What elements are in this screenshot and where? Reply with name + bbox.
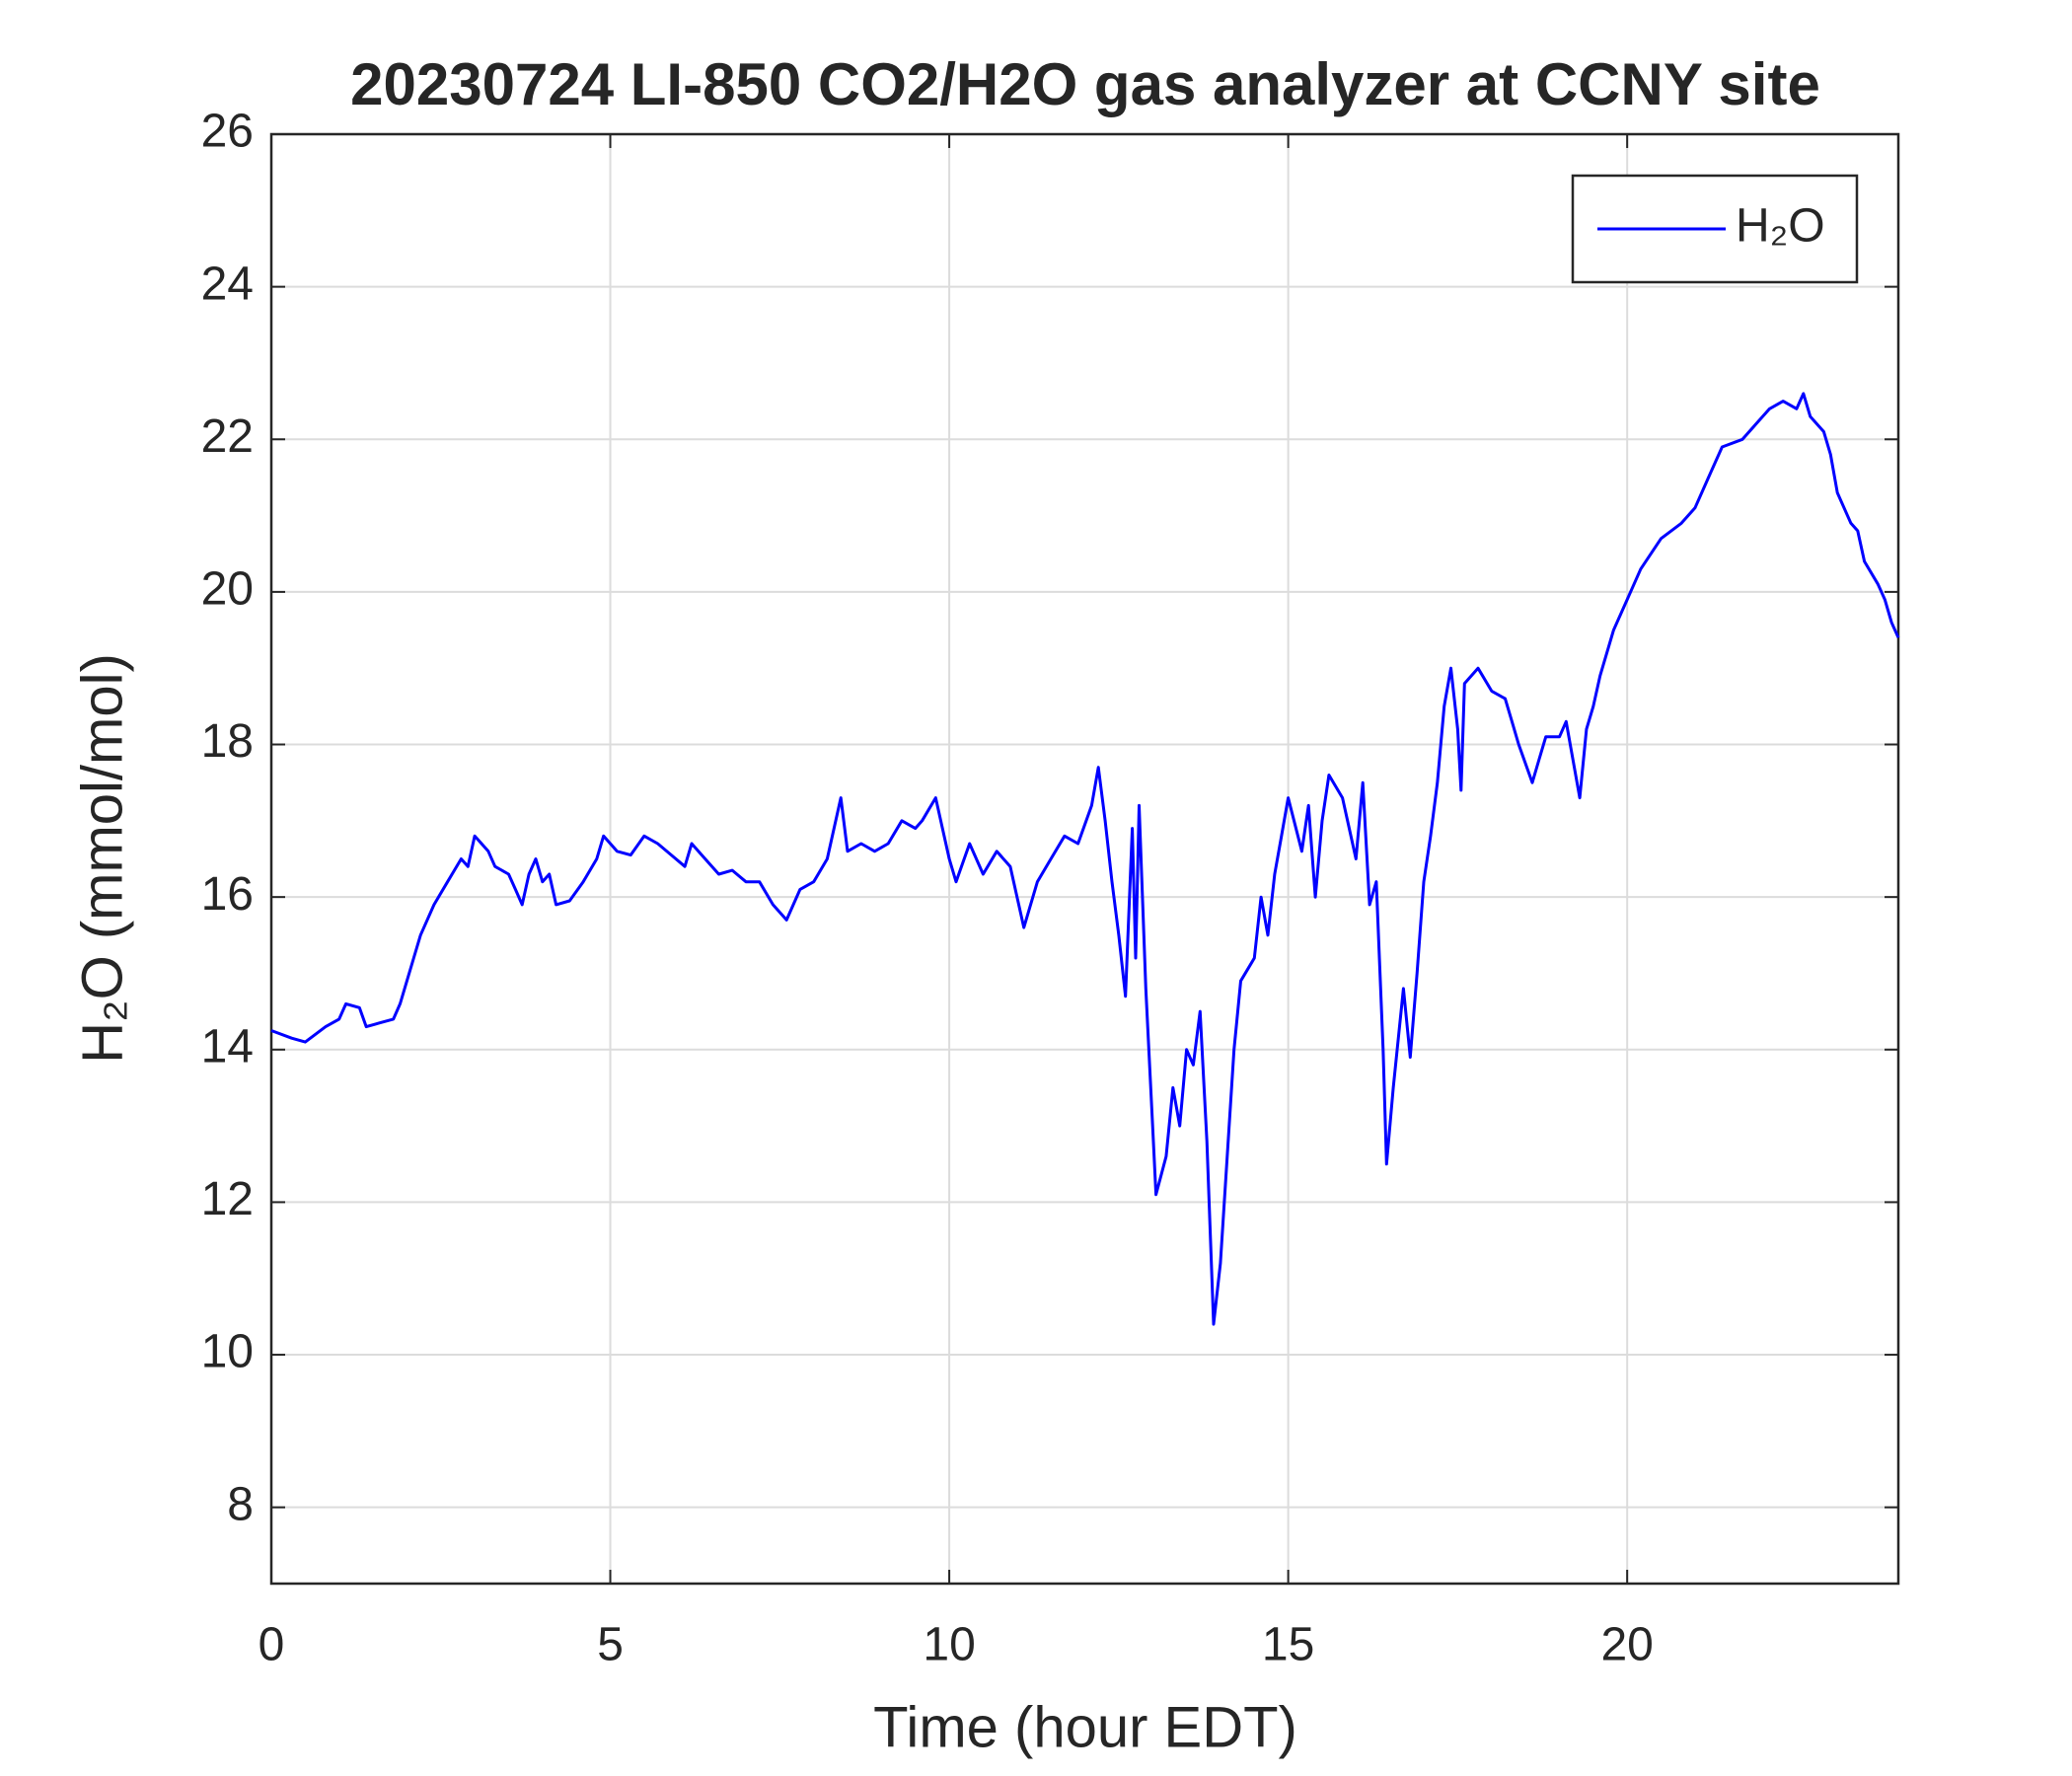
- x-tick-label: 0: [259, 1619, 285, 1671]
- legend-label: H₂O: [1736, 200, 1825, 253]
- y-tick-label: 12: [201, 1173, 254, 1225]
- y-tick-label: 8: [227, 1478, 254, 1530]
- y-tick-label: 22: [201, 410, 254, 463]
- y-tick-label: 16: [201, 868, 254, 921]
- data-line: [270, 392, 1900, 1326]
- y-tick-label: 10: [201, 1326, 254, 1378]
- x-tick-label: 5: [597, 1619, 624, 1671]
- chart-title: 20230724 LI-850 CO2/H2O gas analyzer at …: [350, 51, 1820, 117]
- x-tick-label: 20: [1600, 1619, 1653, 1671]
- y-tick-label: 18: [201, 715, 254, 768]
- x-axis-label: Time (hour EDT): [873, 1695, 1297, 1759]
- x-tick-label: 15: [1262, 1619, 1314, 1671]
- y-axis-label: H₂O (mmol/mol): [70, 653, 134, 1064]
- y-tick-label: 26: [201, 106, 254, 158]
- x-tick-label: 10: [923, 1619, 975, 1671]
- y-tick-label: 14: [201, 1020, 254, 1073]
- y-tick-label: 20: [201, 563, 254, 616]
- y-tick-label: 24: [201, 258, 254, 310]
- plot-frame: [269, 132, 1900, 1586]
